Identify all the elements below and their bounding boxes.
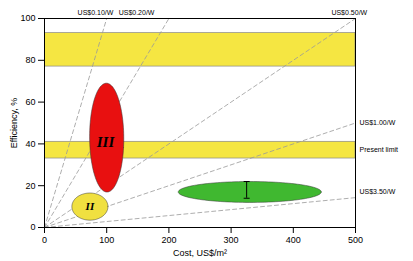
svg-text:US$0.10/W: US$0.10/W [78, 9, 114, 16]
svg-text:100: 100 [99, 235, 114, 245]
svg-text:400: 400 [286, 235, 301, 245]
svg-text:20: 20 [25, 181, 35, 191]
svg-text:US$3.50/W: US$3.50/W [360, 188, 396, 195]
svg-text:40: 40 [25, 139, 35, 149]
svg-text:0: 0 [30, 222, 35, 232]
svg-text:0: 0 [42, 235, 47, 245]
svg-text:US$1.00/W: US$1.00/W [360, 119, 396, 126]
svg-text:Efficiency, %: Efficiency, % [9, 98, 19, 149]
svg-text:Cost, US$/m²: Cost, US$/m² [173, 248, 227, 258]
svg-text:US$0.20/W: US$0.20/W [119, 9, 155, 16]
svg-text:II: II [85, 200, 95, 212]
svg-text:500: 500 [348, 235, 363, 245]
svg-text:III: III [96, 134, 116, 150]
svg-text:200: 200 [161, 235, 176, 245]
svg-text:80: 80 [25, 55, 35, 65]
svg-text:Present limit: Present limit [360, 146, 399, 153]
svg-text:US$0.50/W: US$0.50/W [331, 9, 367, 16]
svg-text:300: 300 [224, 235, 239, 245]
svg-text:60: 60 [25, 97, 35, 107]
svg-text:100: 100 [20, 13, 35, 23]
